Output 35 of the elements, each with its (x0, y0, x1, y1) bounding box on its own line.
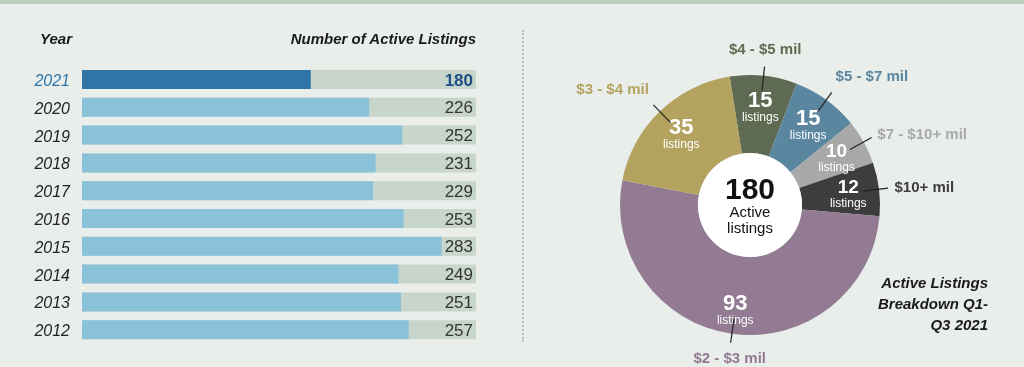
data-label: 253 (444, 209, 473, 229)
y-tick-label: 2016 (33, 210, 71, 228)
data-label: 35 listings (662, 113, 700, 151)
y-tick-label: 2018 (33, 155, 71, 173)
data-label: 93 listings (716, 289, 754, 327)
data-label: 12 listings (829, 175, 867, 210)
data-label: 252 (444, 126, 473, 146)
y-tick-label: 2017 (33, 183, 72, 201)
data-label: 251 (444, 292, 473, 312)
data-label: 15 listings (742, 86, 779, 124)
slice-label: $10+ mil (894, 178, 955, 196)
y-tick-label: 2012 (33, 322, 71, 340)
data-label: 226 (444, 98, 473, 118)
y-tick-label: 2021 (33, 71, 70, 89)
slice-label: $3 - $4 mil (576, 80, 649, 98)
data-label: 15 listings (789, 104, 827, 142)
data-label: 249 (444, 265, 473, 285)
y-tick-label: 2020 (33, 99, 71, 117)
chart-title: Number of Active Listings (290, 30, 476, 47)
y-tick-label: 2019 (33, 127, 71, 145)
y-axis-title: Year (40, 30, 72, 47)
slice-label: $2 - $3 mil (693, 349, 767, 367)
data-label: 257 (444, 320, 473, 340)
y-tick-label: 2015 (33, 238, 71, 256)
y-tick-label: 2014 (33, 266, 71, 284)
slice-label: $5 - $7 mil (835, 67, 909, 85)
slice-label: $7 - $10+ mil (877, 125, 967, 143)
y-tick-label: 2013 (33, 294, 71, 312)
data-label: 180 (444, 70, 473, 90)
data-label: 229 (444, 181, 473, 201)
data-label: 283 (444, 237, 473, 257)
data-label: 231 (444, 153, 473, 173)
donut-slice (620, 180, 880, 335)
text: Active Listings Breakdown Q1-Q3 2021 (876, 273, 988, 335)
slice-label: $4 - $5 mil (728, 40, 802, 58)
